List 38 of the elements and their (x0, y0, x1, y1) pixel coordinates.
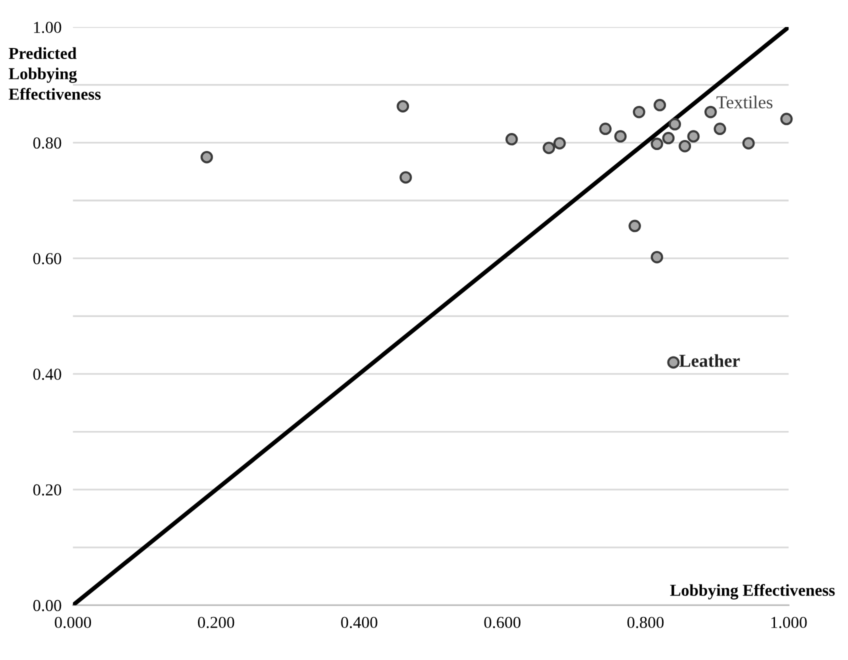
point (667, 356, 680, 369)
y-tick-label: 1.00 (34, 22, 62, 34)
point (396, 100, 410, 112)
x-tick-label: 0.000 (54, 616, 92, 628)
point (200, 150, 213, 164)
x-tick-label: 0.400 (341, 616, 378, 628)
point (704, 106, 717, 118)
point (650, 138, 664, 150)
x-axis-title: Lobbying Effectiveness (670, 584, 835, 600)
y-axis-title: Predicted Lobbying Effectiveness (8, 47, 101, 100)
x-tick-label: 0.800 (627, 616, 664, 628)
point (632, 106, 646, 118)
point (662, 132, 675, 144)
x-tick-label: 0.200 (198, 616, 234, 628)
annotation: Textiles (716, 96, 772, 108)
y-tick-label: 0.40 (33, 368, 62, 380)
point (553, 137, 566, 150)
point (650, 250, 664, 264)
point (614, 130, 627, 143)
annotation: Leather (679, 354, 740, 367)
point (505, 133, 518, 146)
point (678, 140, 692, 152)
x-tick-label: 0.600 (484, 616, 520, 628)
point (542, 142, 556, 154)
point (654, 98, 666, 112)
point (628, 220, 641, 232)
point (400, 171, 412, 184)
y-tick-label: 0.60 (33, 253, 62, 264)
point (714, 122, 726, 136)
y-tick-label: 0.20 (33, 484, 62, 496)
point (780, 112, 793, 126)
y-tick-label: 0.00 (33, 600, 62, 612)
point (599, 122, 612, 136)
point (742, 137, 755, 150)
point (687, 130, 700, 143)
y-tick-label: 0.80 (33, 137, 62, 149)
point (668, 118, 682, 130)
x-tick-label: 1.000 (771, 616, 807, 628)
